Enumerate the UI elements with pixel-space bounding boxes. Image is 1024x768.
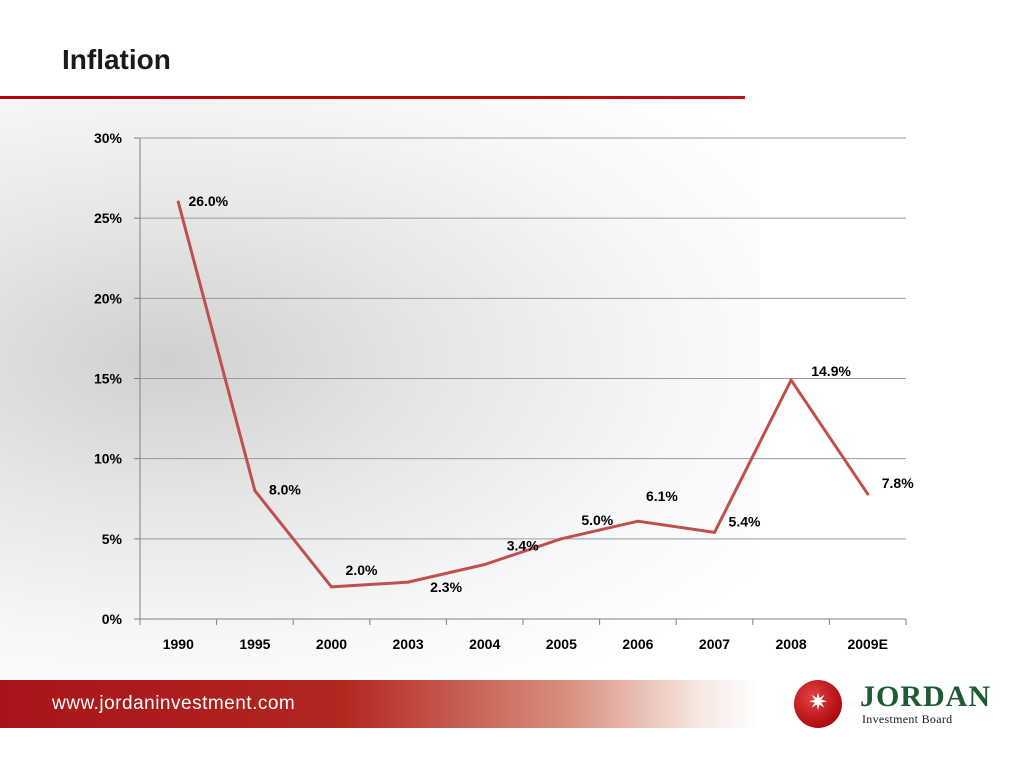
x-tick-label: 2008 [776, 636, 807, 652]
x-tick-label: 2003 [393, 636, 424, 652]
data-label: 2.0% [346, 562, 378, 578]
y-tick-label: 25% [94, 210, 123, 226]
data-label: 2.3% [430, 579, 462, 595]
y-tick-label: 30% [94, 130, 123, 146]
data-point [176, 200, 180, 204]
data-point [559, 537, 563, 541]
y-tick-label: 20% [94, 290, 123, 306]
data-label: 7.8% [882, 475, 914, 491]
data-label: 5.0% [581, 512, 613, 528]
footer-url[interactable]: www.jordaninvestment.com [52, 693, 296, 714]
data-label: 8.0% [269, 482, 301, 498]
x-tick-label: 2004 [469, 636, 500, 652]
data-label: 14.9% [811, 363, 851, 379]
data-point [406, 580, 410, 584]
data-point [636, 519, 640, 523]
x-tick-label: 2006 [622, 636, 653, 652]
data-point [253, 489, 257, 493]
logo-subtitle: Investment Board [862, 712, 953, 726]
y-tick-label: 5% [102, 531, 123, 547]
star-icon: ✷ [794, 680, 842, 728]
x-tick-label: 1990 [163, 636, 194, 652]
data-label: 6.1% [646, 488, 678, 504]
jordan-investment-board-logo: ✷ JORDAN Investment Board [794, 680, 994, 728]
data-point [483, 562, 487, 566]
x-tick-label: 2000 [316, 636, 347, 652]
y-tick-label: 0% [102, 611, 123, 627]
data-point [789, 378, 793, 382]
x-tick-label: 2009E [847, 636, 887, 652]
slide-title: Inflation [62, 44, 171, 75]
y-tick-label: 15% [94, 371, 123, 387]
data-label: 3.4% [507, 537, 539, 553]
data-point [330, 585, 333, 589]
data-point [713, 530, 716, 534]
logo-name: JORDAN [860, 680, 991, 713]
data-label: 26.0% [188, 193, 228, 209]
x-tick-label: 1995 [239, 636, 270, 652]
data-point [866, 492, 870, 496]
inflation-line-chart: 0% 5% 10% 15% 20% 25% 30% 1990 1995 2000 2003 2004 2… [94, 130, 914, 652]
y-tick-label: 10% [94, 451, 123, 467]
inflation-series-line [176, 200, 870, 589]
data-label: 5.4% [729, 513, 761, 529]
x-tick-label: 2005 [546, 636, 577, 652]
footer-bar [0, 680, 760, 728]
x-tick-label: 2007 [699, 636, 730, 652]
title-divider [0, 96, 745, 99]
